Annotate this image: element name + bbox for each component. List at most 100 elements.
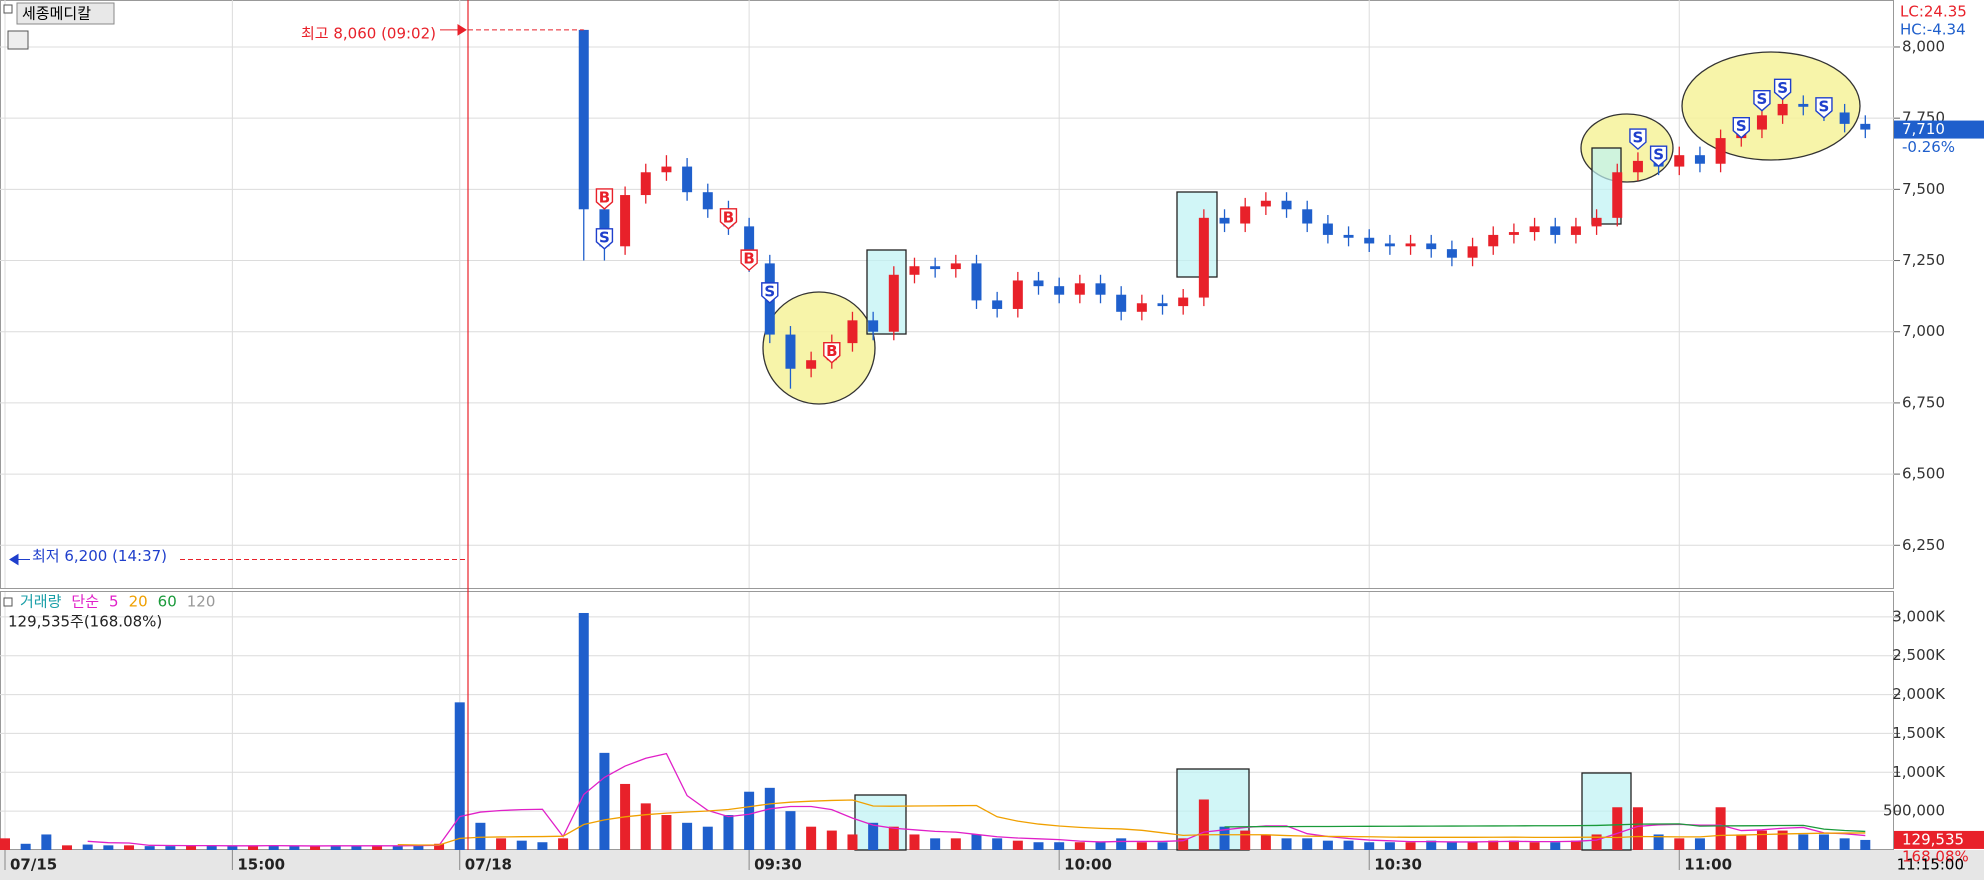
volume-bar xyxy=(165,846,176,850)
volume-bar xyxy=(454,702,465,850)
candle-body xyxy=(682,166,693,193)
volume-bar xyxy=(661,815,672,850)
candle-body xyxy=(1694,155,1705,164)
legend-ma-label: 단순 xyxy=(71,593,99,611)
candle-body xyxy=(1322,223,1333,235)
candle-body xyxy=(1632,160,1643,173)
candle-body xyxy=(1426,243,1437,250)
volume-bar xyxy=(1219,826,1230,850)
highlight-box xyxy=(1581,772,1632,851)
volume-bar xyxy=(82,844,93,850)
stock-name[interactable]: 세종메디칼 xyxy=(22,5,91,23)
volume-bar xyxy=(1240,830,1251,850)
candle-body xyxy=(661,166,672,173)
last-volume: 129,535 xyxy=(1902,830,1964,848)
volume-bar xyxy=(1198,799,1209,850)
volume-bar xyxy=(1756,830,1767,850)
candle-body xyxy=(1074,283,1085,295)
volume-bar xyxy=(1508,840,1519,850)
volume-bar xyxy=(702,826,713,850)
candle-body xyxy=(1570,226,1581,235)
volume-bar xyxy=(1281,838,1292,850)
signal-marker xyxy=(761,282,779,304)
signal-label: B xyxy=(723,208,734,226)
signal-label: S xyxy=(1653,146,1664,164)
candle-body xyxy=(1302,209,1313,224)
volume-bar xyxy=(475,822,486,850)
stock-name-box[interactable] xyxy=(16,2,115,25)
volume-summary: 129,535주(168.08%) xyxy=(8,613,162,631)
volume-bar xyxy=(1095,842,1106,850)
volume-bar xyxy=(227,846,238,850)
x-tick-label: 11:00 xyxy=(1684,856,1732,874)
last-price-box xyxy=(1894,120,1984,139)
legend-ma-period: 5 xyxy=(109,593,119,611)
candle-body xyxy=(1384,243,1395,247)
signal-marker xyxy=(719,208,738,230)
volume-bar xyxy=(599,752,610,850)
candle-body xyxy=(868,320,879,332)
grid-layer xyxy=(0,0,1900,870)
volume-bar xyxy=(144,846,155,850)
volume-bar xyxy=(1488,840,1499,850)
signal-label: B xyxy=(826,342,837,360)
volume-bar xyxy=(1694,838,1705,850)
candle-body xyxy=(909,266,920,275)
volume-bar xyxy=(289,846,300,850)
low-arrow xyxy=(9,553,30,566)
signal-label: S xyxy=(1777,79,1788,97)
volume-bar xyxy=(764,787,775,850)
volume-bar xyxy=(723,815,734,850)
signal-marker xyxy=(1773,78,1792,101)
x-tick-label: 07/15 xyxy=(10,856,57,874)
signal-label: S xyxy=(764,282,775,300)
high-arrow xyxy=(440,23,467,36)
volume-bar xyxy=(1612,807,1623,850)
candle-body xyxy=(785,334,796,369)
volume-bar xyxy=(1715,807,1726,850)
volume-bar xyxy=(1777,830,1788,850)
candle-body xyxy=(1054,286,1065,295)
candle-body xyxy=(1260,200,1271,207)
volume-bar xyxy=(888,826,899,850)
candle-body xyxy=(599,209,610,247)
volume-bar xyxy=(1136,842,1147,850)
volume-bar xyxy=(434,843,445,850)
menu-icon[interactable] xyxy=(3,597,13,607)
volume-bar xyxy=(1860,839,1871,850)
low-label: 최저 6,200 (14:37) xyxy=(32,547,167,565)
moving-average-line xyxy=(397,799,1866,846)
y-tick-label: 6,250 xyxy=(1902,536,1945,554)
table-icon[interactable] xyxy=(7,30,29,50)
candle-body xyxy=(640,172,651,196)
volume-ratio: 168.08% xyxy=(1902,847,1969,865)
candle-body xyxy=(1364,237,1375,244)
menu-icon[interactable] xyxy=(3,4,13,14)
volume-bar xyxy=(806,826,817,850)
volume-bar xyxy=(41,834,52,850)
volume-bar xyxy=(1343,840,1354,850)
y-tick-label: 1,000K xyxy=(1892,763,1946,781)
y-tick-label: 500,000 xyxy=(1883,802,1945,820)
candle-body xyxy=(1674,155,1685,167)
candle-body xyxy=(1756,115,1767,130)
volume-pane-frame xyxy=(0,591,1894,850)
candle-body xyxy=(1012,280,1023,309)
candle-body xyxy=(1860,123,1871,130)
volume-bar xyxy=(413,845,424,850)
volume-bar xyxy=(682,822,693,850)
candle-body xyxy=(847,320,858,344)
candle-body xyxy=(702,192,713,210)
volume-bar xyxy=(124,845,135,850)
candle-body xyxy=(1178,297,1189,307)
signal-marker xyxy=(1629,128,1647,151)
volume-bar xyxy=(826,830,837,850)
volume-bar xyxy=(516,840,527,850)
volume-bar xyxy=(186,845,197,850)
signal-label: B xyxy=(743,250,754,268)
volume-bar xyxy=(558,838,569,850)
volume-bar xyxy=(1653,834,1664,850)
volume-bar xyxy=(1260,834,1271,850)
candle-body xyxy=(1157,303,1168,307)
